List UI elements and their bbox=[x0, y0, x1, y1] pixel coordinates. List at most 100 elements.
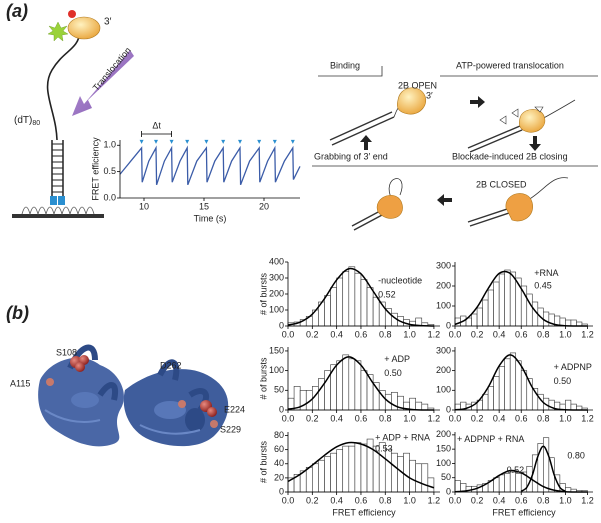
peak-arrow bbox=[221, 139, 226, 144]
histogram-bar bbox=[342, 271, 350, 327]
histogram-bar bbox=[360, 370, 368, 411]
histogram-bar bbox=[348, 266, 356, 327]
x-tick-label: 10 bbox=[139, 201, 149, 211]
histogram-bar bbox=[498, 366, 505, 411]
x-tick-label: 0.6 bbox=[515, 495, 528, 505]
y-tick-label: 300 bbox=[269, 272, 284, 282]
histogram-bar bbox=[509, 352, 517, 411]
x-tick-label: 1.2 bbox=[428, 329, 441, 339]
histogram-bar bbox=[372, 296, 380, 327]
x-tick-label: 0.4 bbox=[330, 495, 343, 505]
interval-bracket bbox=[141, 131, 172, 137]
histogram-bar bbox=[570, 319, 577, 327]
fit-curve bbox=[287, 356, 434, 411]
histogram-bar bbox=[493, 281, 500, 327]
annotation: 0.53 bbox=[375, 443, 393, 453]
y-tick-label: 100 bbox=[436, 385, 451, 395]
y-tick-label: 0 bbox=[446, 320, 451, 330]
histogram-bar bbox=[312, 463, 319, 493]
histogram-bar bbox=[493, 477, 500, 493]
histogram-bar bbox=[482, 299, 489, 327]
y-tick-label: 150 bbox=[436, 444, 451, 454]
protein-structure bbox=[38, 344, 229, 447]
histogram-bar bbox=[509, 271, 517, 327]
state-label: 2B OPEN bbox=[398, 80, 437, 90]
peak-arrow bbox=[238, 139, 242, 144]
y-tick-label: 200 bbox=[436, 429, 451, 439]
peak-arrow bbox=[204, 139, 209, 144]
x-tick-label: 1.0 bbox=[559, 413, 572, 423]
x-tick-label: 1.0 bbox=[559, 495, 572, 505]
x-tick-label: 0.6 bbox=[355, 413, 368, 423]
histogram-bar bbox=[336, 360, 344, 411]
peak-arrow bbox=[169, 139, 174, 144]
y-axis-label: # of bursts bbox=[258, 357, 268, 400]
annotation: 0.45 bbox=[534, 281, 552, 291]
dna-label-text: (dT) bbox=[14, 115, 32, 126]
histogram-bar bbox=[409, 459, 416, 493]
histogram-bar bbox=[565, 399, 572, 411]
histogram-bar bbox=[520, 370, 528, 411]
x-tick-label: 20 bbox=[259, 201, 269, 211]
histogram-bar bbox=[487, 289, 494, 327]
x-tick-label: 15 bbox=[199, 201, 209, 211]
annotation: + ADP + RNA bbox=[375, 433, 430, 443]
histogram-bar bbox=[324, 295, 331, 327]
y-tick-label: 0 bbox=[446, 486, 451, 496]
histogram-bar bbox=[366, 287, 374, 327]
histogram-bar bbox=[515, 360, 522, 411]
fit-curve bbox=[520, 445, 566, 492]
histogram-bar bbox=[487, 386, 494, 411]
flow-arrows bbox=[360, 96, 544, 206]
residue-label: A115 bbox=[10, 378, 30, 388]
x-tick-label: 0.4 bbox=[330, 413, 343, 423]
histogram-bar bbox=[348, 445, 356, 493]
x-tick-label: 0.6 bbox=[355, 329, 368, 339]
histogram-bar bbox=[391, 391, 398, 411]
peak-arrow bbox=[290, 139, 295, 144]
x-tick-label: 0.6 bbox=[515, 413, 528, 423]
y-tick-label: 0 bbox=[279, 486, 284, 496]
annotation: + ADPNP bbox=[554, 362, 592, 372]
histogram-bar bbox=[471, 313, 478, 327]
fret-trace bbox=[119, 145, 301, 186]
histogram-bar bbox=[421, 403, 429, 411]
histogram-bar bbox=[482, 393, 489, 411]
annotation: + ADPNP + RNA bbox=[457, 434, 524, 444]
histogram-bar bbox=[421, 463, 429, 493]
peak-arrow bbox=[185, 139, 190, 144]
histogram-bar bbox=[354, 272, 362, 327]
x-tick-label: 1.0 bbox=[559, 329, 572, 339]
x-tick-label: 0.0 bbox=[449, 495, 462, 505]
x-tick-label: 1.2 bbox=[581, 413, 594, 423]
y-axis-label: # of bursts bbox=[258, 272, 268, 315]
residue-label: D262 bbox=[160, 360, 182, 370]
y-tick-label: 200 bbox=[436, 365, 451, 375]
step-label: Binding bbox=[330, 60, 360, 70]
annotation: 0.52 bbox=[378, 290, 396, 300]
histogram-bar bbox=[318, 459, 325, 493]
x-tick-label: 0.2 bbox=[306, 413, 319, 423]
step-label: ATP-powered translocation bbox=[456, 60, 564, 70]
y-tick-label: 1.0 bbox=[103, 140, 116, 150]
residue-label: E224 bbox=[224, 404, 245, 414]
step-label: Grabbing of 3′ end bbox=[314, 151, 388, 161]
histogram-bar bbox=[342, 445, 350, 493]
y-tick-label: 60 bbox=[274, 444, 284, 454]
x-tick-label: 0.0 bbox=[282, 413, 295, 423]
x-tick-label: 1.2 bbox=[428, 413, 441, 423]
histogram-bar bbox=[415, 463, 423, 493]
annotation: -nucleotide bbox=[378, 275, 422, 285]
histogram-bar bbox=[476, 307, 483, 327]
annotation: +RNA bbox=[534, 268, 558, 278]
histogram-bar bbox=[354, 442, 362, 493]
histogram-bar bbox=[391, 452, 398, 493]
dna-label: (dT)80 bbox=[14, 115, 40, 127]
y-tick-label: 0 bbox=[446, 404, 451, 414]
x-tick-label: 0.8 bbox=[537, 329, 550, 339]
y-tick-label: 0.0 bbox=[103, 192, 116, 202]
histogram-bar bbox=[348, 358, 356, 411]
y-tick-label: 20 bbox=[274, 472, 284, 482]
histogram-bar bbox=[336, 277, 344, 327]
